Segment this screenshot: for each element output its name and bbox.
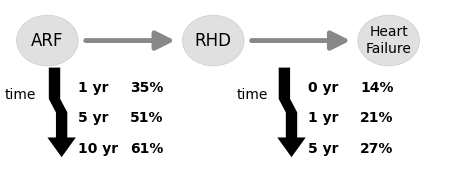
Text: 35%: 35% xyxy=(130,81,164,95)
Text: Heart
Failure: Heart Failure xyxy=(366,26,411,56)
Text: 61%: 61% xyxy=(130,142,164,156)
Text: 5 yr: 5 yr xyxy=(78,111,109,125)
Text: 5 yr: 5 yr xyxy=(308,142,338,156)
Text: 27%: 27% xyxy=(360,142,393,156)
Text: 51%: 51% xyxy=(130,111,164,125)
Text: 0 yr: 0 yr xyxy=(308,81,338,95)
Text: 1 yr: 1 yr xyxy=(78,81,109,95)
Text: time: time xyxy=(237,88,268,102)
Ellipse shape xyxy=(182,15,244,66)
Text: 14%: 14% xyxy=(360,81,394,95)
Text: time: time xyxy=(5,88,36,102)
Text: RHD: RHD xyxy=(195,32,232,50)
Text: ARF: ARF xyxy=(31,32,64,50)
Text: 21%: 21% xyxy=(360,111,394,125)
Ellipse shape xyxy=(17,15,78,66)
Polygon shape xyxy=(277,68,306,157)
Text: 1 yr: 1 yr xyxy=(308,111,338,125)
Text: 10 yr: 10 yr xyxy=(78,142,118,156)
Polygon shape xyxy=(47,68,76,157)
Ellipse shape xyxy=(358,15,419,66)
